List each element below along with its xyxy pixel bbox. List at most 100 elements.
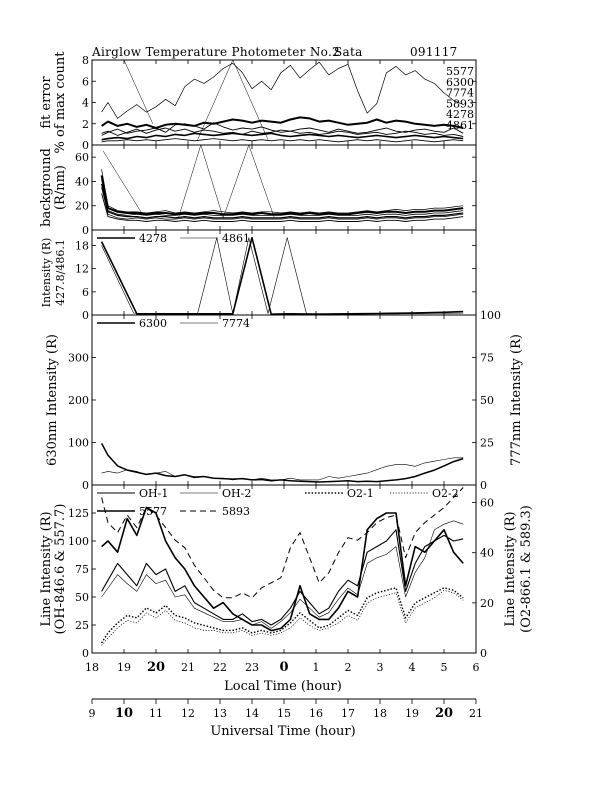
spike-line <box>197 60 234 140</box>
series-line-7774 <box>101 122 464 136</box>
spike-line <box>200 145 224 218</box>
legend-label-6300: 6300 <box>446 76 474 89</box>
y-axis-label: (OH-846.6 & 557.7) <box>53 504 68 635</box>
title-station: Sata <box>334 45 363 59</box>
series-line-6300 <box>101 61 464 119</box>
y-axis-label: Line Intensity (R) <box>39 511 54 626</box>
universal-tick-label: 15 <box>277 707 291 720</box>
series-line-e <box>101 187 464 220</box>
y-tick-label: 100 <box>68 535 89 548</box>
y-tick-label: 20 <box>75 200 89 213</box>
series-line-f <box>101 193 464 222</box>
series-line-b <box>100 175 464 216</box>
series-group <box>101 60 464 143</box>
panel-background: 0 20 40 60 background (R/nm) <box>39 144 477 237</box>
local-tick-label: 23 <box>245 661 259 674</box>
y-tick-label: 0 <box>82 139 89 152</box>
y-tick-label: 0 <box>82 479 89 492</box>
series-line-o2-1 <box>101 587 464 644</box>
local-tick-label: 20 <box>147 660 165 675</box>
series-line-5577 <box>101 116 464 129</box>
local-tick-label: 21 <box>181 661 195 674</box>
spike-line <box>232 60 269 140</box>
universal-time-label: Universal Time (hour) <box>210 724 355 739</box>
y-tick-label: 0 <box>82 647 89 660</box>
local-tick-label: 18 <box>85 661 99 674</box>
y-right-tick-label: 50 <box>480 394 494 407</box>
y-right-tick-label: 60 <box>480 497 494 510</box>
y-tick-label: 75 <box>75 563 89 576</box>
y-tick-label: 18 <box>75 239 89 252</box>
y-tick-label: 40 <box>75 175 89 188</box>
universal-tick-label: 16 <box>309 707 323 720</box>
universal-tick-label: 12 <box>181 707 195 720</box>
series-line-oh-2 <box>101 520 464 629</box>
local-tick-label: 1 <box>313 661 320 674</box>
legend-label-5893: 5893 <box>222 505 250 518</box>
y-tick-label: 25 <box>75 619 89 632</box>
local-time-label: Local Time (hour) <box>224 679 342 694</box>
universal-tick-label: 19 <box>405 707 419 720</box>
universal-tick-label: 13 <box>213 707 227 720</box>
series-line-oh-1 <box>101 529 464 626</box>
universal-tick-label: 9 <box>89 707 96 720</box>
local-tick-label: 0 <box>279 660 288 675</box>
y-tick-label: 6 <box>82 75 89 88</box>
series-line-5577 <box>101 506 464 632</box>
universal-time-axis: 9 10 11 12 13 14 15 16 17 18 19 20 21 <box>89 698 483 721</box>
legend-label-7774: 7774 <box>222 317 250 330</box>
y-tick-label: 0 <box>82 224 89 237</box>
panel-fit-error: 0 2 4 6 8 fit error% of max count 557763007774… <box>39 51 477 153</box>
legend-label-4278: 4278 <box>446 108 474 121</box>
legend-label-7774: 7774 <box>446 87 474 100</box>
universal-tick-label: 21 <box>469 707 483 720</box>
y-right-tick-label: 0 <box>480 647 487 660</box>
panel-frame <box>91 314 477 486</box>
y-tick-label: 100 <box>68 437 89 450</box>
spike-line <box>222 145 250 218</box>
y-axis-label: background <box>39 148 54 227</box>
y-right-tick-label: 20 <box>480 597 494 610</box>
y-right-axis-label: 777nm Intensity (R) <box>509 334 524 466</box>
universal-tick-label: 14 <box>245 707 259 720</box>
y-tick-label: 200 <box>68 394 89 407</box>
y-tick-label: 125 <box>68 507 89 520</box>
series-line-d <box>101 183 464 219</box>
y-tick-label: 60 <box>75 151 89 164</box>
series-line-4278 <box>101 138 464 143</box>
y-tick-label: 2 <box>82 118 89 131</box>
universal-tick-label: 17 <box>341 707 355 720</box>
title-date: 091117 <box>410 45 458 59</box>
series-line-4861 <box>101 127 464 137</box>
spike-line <box>123 60 154 124</box>
spike-line <box>102 150 144 216</box>
local-tick-label: 2 <box>345 661 352 674</box>
local-tick-label: 3 <box>377 661 384 674</box>
legend-label-4278: 4278 <box>139 232 167 245</box>
legend-label-5577: 5577 <box>446 65 474 78</box>
y-right-axis-label: (O2-866.1 & 589.3) <box>519 505 534 633</box>
series-line-4278 <box>100 236 464 315</box>
y-right-axis-label: Line Intensity (R) <box>503 511 518 626</box>
series-line-5893 <box>101 487 464 599</box>
legend-label-5577: 5577 <box>139 505 167 518</box>
y-axis-label: 630nm Intensity (R) <box>45 334 60 466</box>
legend-label-4861: 4861 <box>446 119 474 132</box>
legend-label-4861: 4861 <box>222 232 250 245</box>
universal-tick-label: 10 <box>115 706 133 721</box>
local-tick-label: 4 <box>409 661 416 674</box>
y-tick-label: 12 <box>75 263 89 276</box>
legend-label-6300: 6300 <box>139 317 167 330</box>
series-line-4861 <box>101 237 464 315</box>
figure-title: Airglow Temperature Photometer No.2 Sata… <box>91 45 458 59</box>
y-axis-label: Intensity (R) <box>40 238 53 308</box>
y-right-tick-label: 40 <box>480 547 494 560</box>
spike-line <box>248 145 275 218</box>
y-tick-label: 0 <box>82 309 89 322</box>
series-group <box>100 236 464 315</box>
local-time-axis: 18 19 20 21 22 23 0 1 2 3 4 5 6 <box>85 660 480 675</box>
y-right-tick-label: 100 <box>480 309 501 322</box>
local-tick-label: 5 <box>441 661 448 674</box>
